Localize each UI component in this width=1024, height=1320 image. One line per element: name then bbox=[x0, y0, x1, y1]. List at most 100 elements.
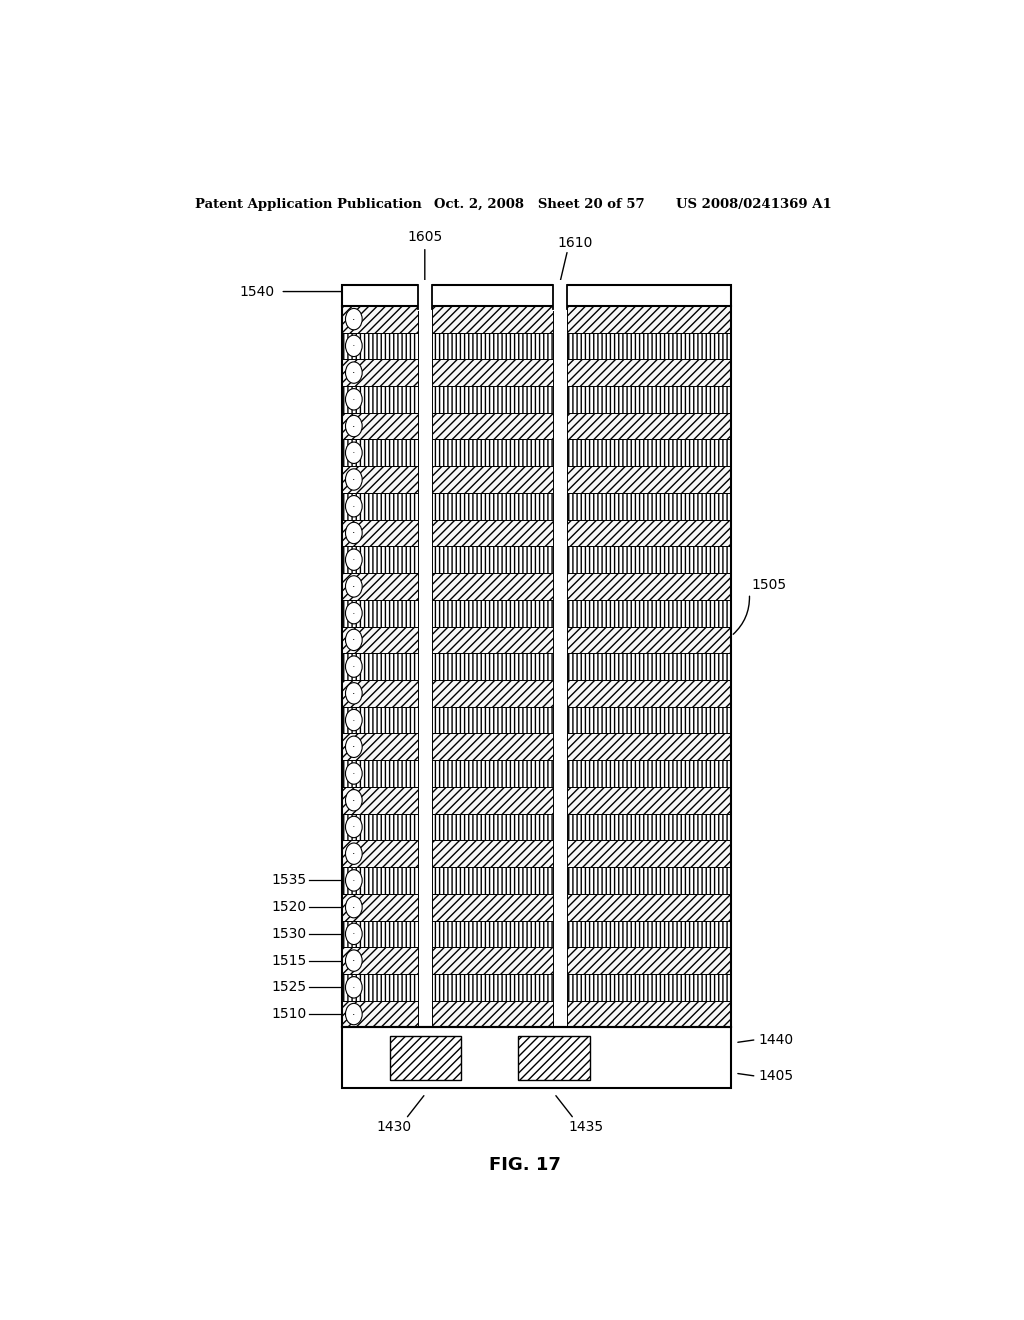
Text: 1540: 1540 bbox=[240, 285, 274, 298]
Text: 1405: 1405 bbox=[759, 1069, 794, 1084]
Bar bbox=[567, 520, 731, 546]
Bar bbox=[567, 948, 731, 974]
Bar bbox=[432, 734, 553, 760]
Bar bbox=[342, 920, 418, 948]
Text: 1520: 1520 bbox=[271, 900, 306, 915]
Circle shape bbox=[345, 816, 362, 838]
Bar bbox=[342, 546, 418, 573]
Bar bbox=[567, 466, 731, 492]
Bar bbox=[342, 492, 418, 520]
Bar bbox=[432, 948, 553, 974]
Bar bbox=[342, 948, 418, 974]
Bar bbox=[342, 520, 418, 546]
Bar bbox=[432, 653, 553, 680]
Circle shape bbox=[345, 870, 362, 891]
Bar bbox=[432, 359, 553, 385]
Bar bbox=[567, 920, 731, 948]
Bar bbox=[342, 974, 418, 1001]
Bar bbox=[342, 466, 418, 492]
Bar bbox=[342, 385, 418, 413]
Text: 1515: 1515 bbox=[271, 953, 306, 968]
Circle shape bbox=[345, 576, 362, 597]
Bar bbox=[342, 680, 418, 706]
Bar bbox=[342, 787, 418, 813]
Bar bbox=[432, 813, 553, 841]
Bar bbox=[342, 333, 418, 359]
Bar bbox=[432, 706, 553, 734]
Circle shape bbox=[345, 602, 362, 624]
Bar bbox=[567, 492, 731, 520]
Text: 1435: 1435 bbox=[568, 1121, 603, 1134]
Bar bbox=[432, 573, 553, 599]
Circle shape bbox=[345, 950, 362, 972]
Bar bbox=[432, 306, 553, 333]
Bar bbox=[567, 787, 731, 813]
Bar bbox=[432, 920, 553, 948]
Circle shape bbox=[345, 335, 362, 356]
Bar bbox=[342, 285, 731, 306]
Circle shape bbox=[345, 896, 362, 917]
Bar bbox=[342, 841, 418, 867]
Bar bbox=[432, 440, 553, 466]
Bar bbox=[342, 440, 418, 466]
Bar bbox=[432, 546, 553, 573]
Circle shape bbox=[345, 549, 362, 570]
Text: 1525: 1525 bbox=[271, 981, 306, 994]
Circle shape bbox=[345, 523, 362, 544]
Bar bbox=[567, 1001, 731, 1027]
Circle shape bbox=[345, 737, 362, 758]
Text: Patent Application Publication: Patent Application Publication bbox=[196, 198, 422, 211]
Bar bbox=[567, 760, 731, 787]
Text: 1530: 1530 bbox=[271, 927, 306, 941]
Bar bbox=[567, 413, 731, 440]
Bar bbox=[342, 306, 418, 333]
Bar bbox=[567, 706, 731, 734]
Bar bbox=[567, 359, 731, 385]
Text: 1440: 1440 bbox=[759, 1032, 794, 1047]
Bar bbox=[432, 492, 553, 520]
Bar bbox=[342, 1027, 731, 1089]
Bar bbox=[432, 974, 553, 1001]
Bar bbox=[342, 894, 418, 920]
Bar bbox=[567, 333, 731, 359]
Bar bbox=[567, 385, 731, 413]
Circle shape bbox=[345, 709, 362, 731]
Circle shape bbox=[345, 309, 362, 330]
Circle shape bbox=[345, 388, 362, 411]
Circle shape bbox=[345, 656, 362, 677]
Bar bbox=[432, 466, 553, 492]
Bar bbox=[567, 894, 731, 920]
Bar bbox=[432, 760, 553, 787]
Bar bbox=[342, 359, 418, 385]
Circle shape bbox=[345, 923, 362, 945]
Bar bbox=[567, 653, 731, 680]
Bar bbox=[342, 706, 418, 734]
Bar bbox=[418, 280, 432, 312]
Circle shape bbox=[345, 789, 362, 810]
Bar bbox=[567, 867, 731, 894]
Circle shape bbox=[345, 763, 362, 784]
Text: 1430: 1430 bbox=[376, 1121, 412, 1134]
Circle shape bbox=[345, 495, 362, 517]
Circle shape bbox=[345, 682, 362, 704]
Bar bbox=[432, 894, 553, 920]
Bar bbox=[432, 867, 553, 894]
Bar bbox=[567, 680, 731, 706]
Bar bbox=[567, 974, 731, 1001]
Circle shape bbox=[345, 843, 362, 865]
Bar bbox=[432, 333, 553, 359]
Circle shape bbox=[345, 362, 362, 383]
Text: 1535: 1535 bbox=[271, 874, 306, 887]
Bar bbox=[432, 627, 553, 653]
Bar bbox=[342, 760, 418, 787]
Circle shape bbox=[345, 416, 362, 437]
Bar bbox=[567, 813, 731, 841]
Bar bbox=[567, 599, 731, 627]
Bar bbox=[567, 627, 731, 653]
Bar bbox=[553, 280, 567, 312]
Bar bbox=[567, 841, 731, 867]
Text: FIG. 17: FIG. 17 bbox=[488, 1155, 561, 1173]
Bar bbox=[432, 680, 553, 706]
Text: 1510: 1510 bbox=[271, 1007, 306, 1022]
Circle shape bbox=[345, 1003, 362, 1024]
